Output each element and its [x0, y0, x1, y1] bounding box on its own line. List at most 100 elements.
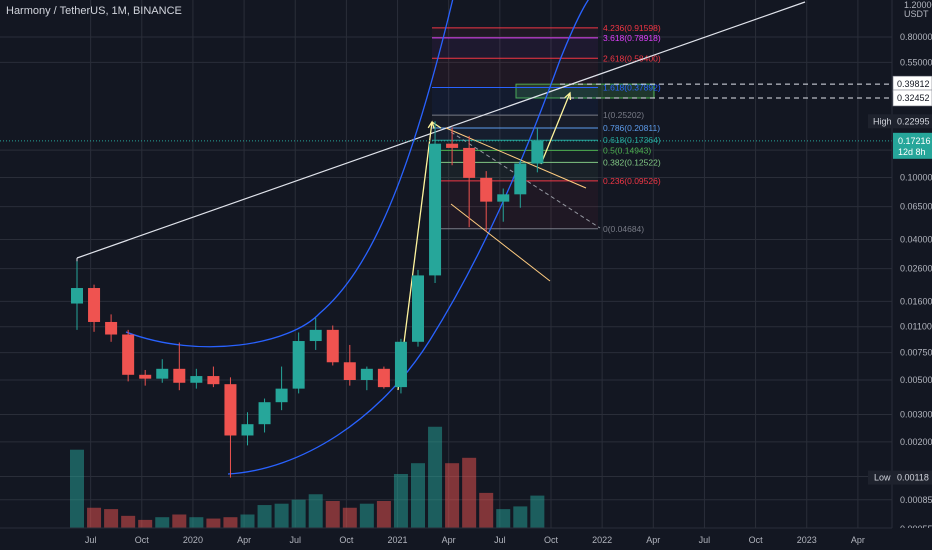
high-value-bg — [893, 114, 932, 129]
volume-bar — [138, 519, 153, 528]
arc-upper — [125, 0, 454, 348]
candle-body — [514, 163, 527, 195]
price-tick: 0.00500 — [900, 375, 932, 385]
fib-band — [432, 128, 598, 141]
price-tick: 0.01600 — [900, 296, 932, 306]
badge-target-low-bg — [892, 89, 932, 107]
volume-bar — [223, 517, 238, 528]
candles[interactable] — [71, 121, 544, 478]
volume-bar — [530, 495, 545, 528]
fib-band — [432, 140, 598, 151]
fib-level-label: 0.5(0.14943) — [603, 145, 651, 155]
current-price-text: 0.17216 — [898, 136, 931, 146]
time-tick: Oct — [544, 535, 559, 545]
price-tick: 0.00300 — [900, 410, 932, 420]
fib-level-label: 0.382(0.12522) — [603, 157, 661, 167]
candle-body — [412, 275, 424, 342]
fib-level-label: 0.618(0.17364) — [603, 135, 661, 145]
volume-bar — [257, 505, 272, 528]
volume-bar — [206, 518, 221, 528]
time-tick: 2022 — [592, 535, 612, 545]
candle-body — [377, 368, 390, 388]
volume-bar — [87, 507, 102, 528]
time-tick: 2023 — [797, 535, 817, 545]
candle-body — [139, 374, 152, 379]
price-tick-top: 1.20000 — [904, 0, 932, 10]
fib-level-label: 1(0.25202) — [603, 110, 644, 120]
price-tick: 0.00085 — [900, 495, 932, 505]
badge-target-high-text: 0.39812 — [897, 79, 930, 89]
fib-level-label: 0.236(0.09526) — [603, 176, 661, 186]
candle-body — [292, 341, 305, 389]
candle-body — [105, 321, 118, 335]
price-tick: 0.02600 — [900, 264, 932, 274]
time-axis[interactable]: Jul Oct 2020 Apr Jul Oct 2021 Apr Jul Oct 2022 Apr J… — [0, 527, 932, 550]
high-value-text: 0.22995 — [897, 116, 930, 126]
candle-body — [122, 334, 135, 375]
low-value-bg — [893, 470, 932, 485]
volume-bar — [513, 506, 528, 528]
high-tag-text: High — [873, 116, 892, 126]
time-tick: Apr — [237, 535, 251, 545]
volume-bar — [70, 449, 84, 528]
projection-arrow-1-tail — [431, 121, 442, 129]
time-tick: Jul — [494, 535, 506, 545]
volume-bar — [393, 474, 408, 528]
candle-body — [343, 362, 356, 380]
fib-extension[interactable]: 4.236(0.91598)3.618(0.78918) 2.618(0.5840… — [432, 23, 661, 234]
fib-level-label: 3.618(0.78918) — [603, 33, 661, 43]
time-tick: Jul — [699, 535, 711, 545]
fib-band — [432, 87, 598, 116]
volume-bar — [359, 503, 374, 528]
volume-bar — [308, 494, 323, 528]
currency-label: USDT — [904, 9, 929, 19]
fib-level-label: 0.786(0.20811) — [603, 123, 660, 133]
volume-bar — [325, 501, 340, 528]
time-axis-bg — [0, 528, 932, 550]
time-tick: 2020 — [183, 535, 203, 545]
candle-body — [173, 368, 186, 383]
time-tick: Apr — [442, 535, 456, 545]
price-tick: 0.55000 — [900, 57, 932, 67]
time-tick: 2021 — [388, 535, 408, 545]
candle-body — [446, 143, 459, 148]
fib-band — [432, 58, 598, 88]
channel-lower — [450, 203, 551, 282]
fib-level-label: 0(0.04684) — [603, 224, 644, 234]
volume-bar — [462, 457, 477, 528]
low-tag-text: Low — [874, 473, 891, 483]
candle-body — [531, 140, 544, 164]
channel-mid-dash — [450, 131, 601, 229]
candle-body — [88, 288, 101, 322]
fib-level-label: 2.618(0.58400) — [603, 53, 661, 63]
candle-body — [224, 384, 237, 436]
volume-bar — [104, 509, 119, 528]
candle-body — [326, 329, 339, 363]
price-tick: 0.01100 — [900, 322, 932, 332]
price-tick: 0.10000 — [900, 173, 932, 183]
volume-bar — [342, 507, 357, 528]
volume-bar — [376, 501, 391, 528]
time-tick: Jul — [289, 535, 301, 545]
volume-bar — [291, 499, 306, 528]
candle-body — [258, 402, 271, 425]
time-tick: Jul — [85, 535, 97, 545]
candle-body — [71, 288, 83, 304]
low-value-text: 0.00118 — [897, 473, 929, 483]
symbol-title[interactable]: Harmony / TetherUS, 1M, BINANCE — [6, 5, 182, 17]
fib-band — [432, 37, 598, 59]
fib-level-label: 4.236(0.91598) — [603, 23, 661, 33]
countdown-text: 12d 8h — [898, 147, 926, 157]
price-tick: 0.00200 — [900, 437, 932, 447]
badge-target-low-text: 0.32452 — [897, 93, 930, 103]
volume-bar — [411, 463, 425, 528]
time-tick: Oct — [339, 535, 354, 545]
volume-bar — [189, 517, 204, 528]
candle-body — [156, 368, 169, 379]
price-tick: 0.06500 — [900, 202, 932, 212]
time-tick: Apr — [646, 535, 660, 545]
volume-bar — [274, 503, 289, 528]
low-tag-bg — [868, 470, 892, 485]
